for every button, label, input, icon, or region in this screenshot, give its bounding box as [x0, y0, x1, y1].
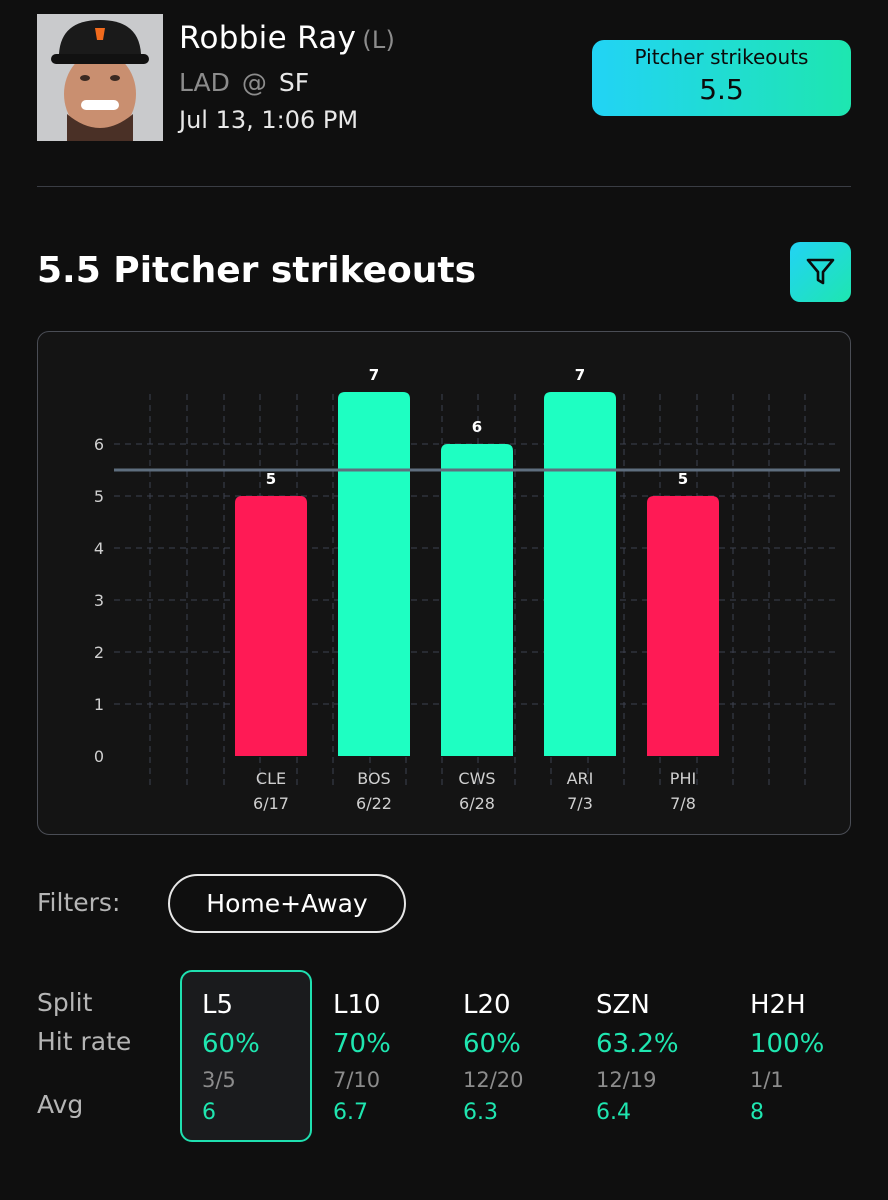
bar-value-label: 6	[472, 418, 482, 436]
x-tick-label: CLE	[256, 769, 286, 788]
x-date-label: 7/3	[567, 794, 593, 813]
split-hit-rate: 70%	[333, 1029, 391, 1059]
split-avg: 8	[750, 1100, 764, 1125]
split-name: L10	[333, 990, 381, 1020]
split-fraction: 12/20	[463, 1068, 524, 1092]
filter-button[interactable]	[790, 242, 851, 302]
prop-label: Pitcher strikeouts	[634, 45, 809, 69]
selected-split-highlight	[180, 970, 312, 1142]
at-symbol: @	[241, 68, 267, 97]
player-name: Robbie Ray (L)	[179, 20, 395, 56]
filter-icon	[806, 258, 835, 285]
bar-value-label: 5	[266, 470, 276, 488]
split-fraction: 7/10	[333, 1068, 381, 1092]
split-fraction: 1/1	[750, 1068, 784, 1092]
x-date-label: 7/8	[670, 794, 696, 813]
x-date-label: 6/22	[356, 794, 392, 813]
split-name: SZN	[596, 990, 650, 1020]
bar-ari	[544, 392, 616, 756]
divider	[37, 186, 851, 187]
split-name: L5	[202, 990, 234, 1020]
prop-line: 5.5	[699, 73, 744, 106]
split-avg: 6.3	[463, 1100, 498, 1125]
y-tick-label: 4	[94, 539, 104, 558]
x-tick-label: BOS	[357, 769, 390, 788]
y-tick-label: 5	[94, 487, 104, 506]
hit-rate-row-label: Hit rate	[37, 1027, 132, 1056]
split-hit-rate: 60%	[463, 1029, 521, 1059]
split-avg: 6.7	[333, 1100, 368, 1125]
player-avatar	[37, 14, 163, 141]
split-avg: 6.4	[596, 1100, 631, 1125]
y-tick-label: 0	[94, 747, 104, 766]
x-tick-label: PHI	[670, 769, 696, 788]
bar-phi	[647, 496, 719, 756]
split-avg: 6	[202, 1100, 216, 1125]
y-tick-label: 1	[94, 695, 104, 714]
player-hand: (L)	[362, 26, 396, 54]
x-date-label: 6/28	[459, 794, 495, 813]
home-team: SF	[278, 68, 310, 97]
chart-panel: 0 1 2 3 4 5 6 5 CLE 6/17 7 BOS 6/22 6 CWS 6/28 7 ARI 7/3 5 P…	[37, 331, 851, 835]
game-time: Jul 13, 1:06 PM	[179, 106, 359, 134]
split-fraction: 3/5	[202, 1068, 236, 1092]
matchup: LAD @ SF	[179, 68, 309, 97]
bar-chart: 0 1 2 3 4 5 6 5 CLE 6/17 7 BOS 6/22 6 CWS 6/28 7 ARI 7/3 5 P…	[94, 366, 840, 813]
filters-label: Filters:	[37, 888, 121, 917]
bar-cws	[441, 444, 513, 756]
split-hit-rate: 60%	[202, 1029, 260, 1059]
split-fraction: 12/19	[596, 1068, 657, 1092]
bar-value-label: 7	[369, 366, 379, 384]
bar-value-label: 5	[678, 470, 688, 488]
x-tick-label: CWS	[458, 769, 495, 788]
y-tick-label: 3	[94, 591, 104, 610]
section-title: 5.5 Pitcher strikeouts	[37, 250, 477, 291]
split-hit-rate: 63.2%	[596, 1029, 679, 1059]
bar-cle	[235, 496, 307, 756]
prop-badge[interactable]: Pitcher strikeouts 5.5	[592, 40, 851, 116]
bar-value-label: 7	[575, 366, 585, 384]
player-photo-icon	[37, 14, 163, 141]
y-tick-label: 6	[94, 435, 104, 454]
split-hit-rate: 100%	[750, 1029, 825, 1059]
bar-bos	[338, 392, 410, 756]
split-name: H2H	[750, 990, 806, 1020]
x-tick-label: ARI	[567, 769, 594, 788]
split-name: L20	[463, 990, 511, 1020]
avg-row-label: Avg	[37, 1090, 84, 1119]
away-team: LAD	[179, 68, 230, 97]
y-tick-label: 2	[94, 643, 104, 662]
split-row-label: Split	[37, 988, 93, 1017]
player-name-text: Robbie Ray	[179, 20, 357, 56]
x-date-label: 6/17	[253, 794, 289, 813]
filter-chip-home-away[interactable]: Home+Away	[168, 874, 406, 933]
